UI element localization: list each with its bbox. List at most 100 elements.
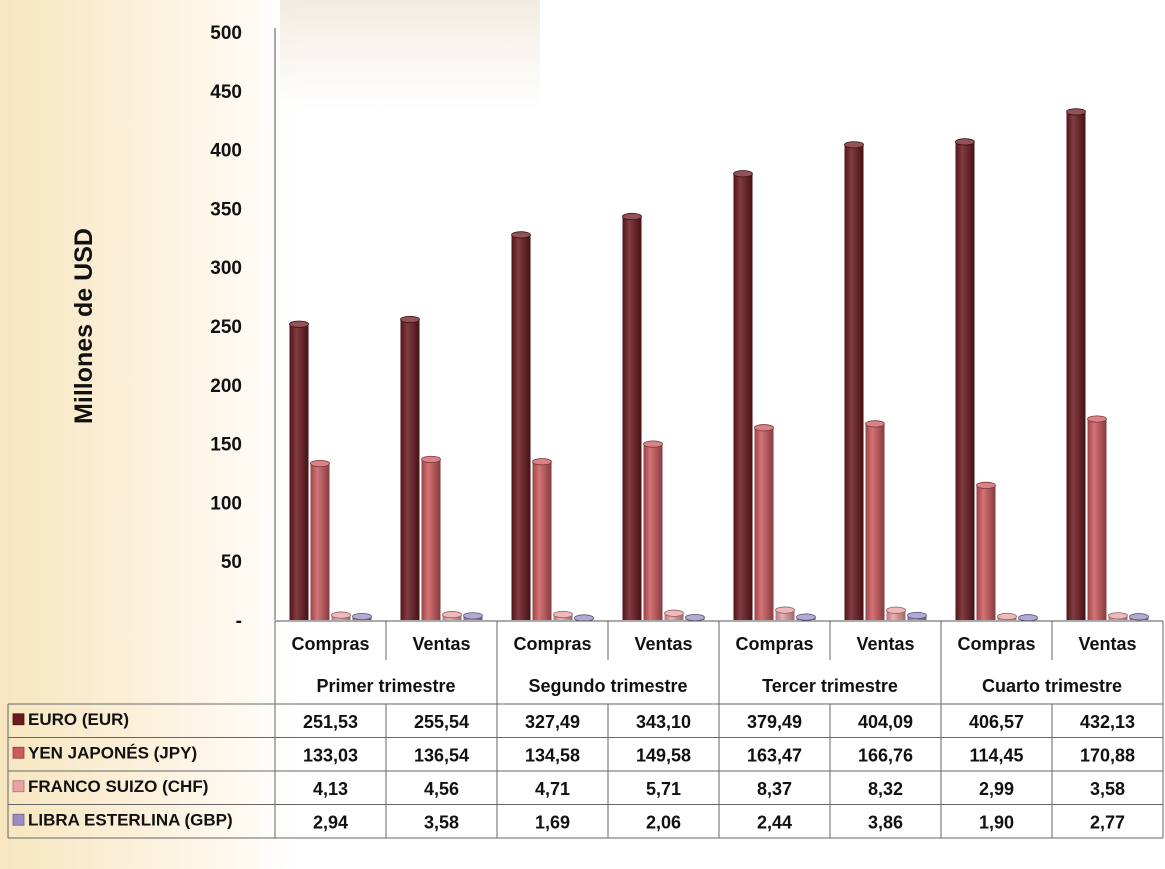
series-name: FRANCO SUIZO (CHF) xyxy=(28,777,208,796)
data-cell: 251,53 xyxy=(303,712,358,732)
bar-top xyxy=(733,170,753,178)
y-tick-label: 300 xyxy=(210,258,242,279)
bar xyxy=(775,610,795,620)
y-tick-label: 500 xyxy=(210,23,242,44)
bar-top xyxy=(1087,415,1107,423)
bar xyxy=(754,427,774,620)
bar-top xyxy=(1129,613,1149,621)
bar xyxy=(622,216,642,620)
bar xyxy=(1087,419,1107,620)
data-cell: 8,32 xyxy=(868,779,903,799)
data-cell: 3,58 xyxy=(1090,779,1125,799)
data-cell: 170,88 xyxy=(1080,745,1135,765)
x-group-label: Tercer trimestre xyxy=(762,676,898,696)
x-category-label: Ventas xyxy=(1078,634,1136,654)
bar-top xyxy=(643,440,663,448)
bar xyxy=(310,463,330,620)
x-category-label: Ventas xyxy=(634,634,692,654)
bar-top xyxy=(442,611,462,619)
y-tick-label: 50 xyxy=(221,552,242,573)
bar xyxy=(289,324,309,620)
x-category-label: Compras xyxy=(957,634,1035,654)
bar xyxy=(1066,111,1086,620)
bar-top xyxy=(907,611,927,620)
x-category-label: Ventas xyxy=(856,634,914,654)
series-name: EURO (EUR) xyxy=(28,710,129,729)
data-cell: 1,90 xyxy=(979,812,1014,832)
background-decoration xyxy=(0,0,300,869)
data-cell: 2,06 xyxy=(646,812,681,832)
bar-top xyxy=(976,481,996,490)
bar xyxy=(865,423,885,620)
y-axis-label: Millones de USD xyxy=(70,228,98,424)
bar-top xyxy=(844,141,864,149)
data-cell: 163,47 xyxy=(747,745,802,765)
bar-top xyxy=(685,613,705,622)
data-cell: 2,99 xyxy=(979,779,1014,799)
x-group-label: Segundo trimestre xyxy=(528,676,687,696)
bar-top xyxy=(865,420,885,428)
data-cell: 3,58 xyxy=(424,812,459,832)
bar-top xyxy=(400,315,420,324)
data-cell: 5,71 xyxy=(646,779,681,799)
bar-top xyxy=(754,424,774,432)
data-cell: 133,03 xyxy=(303,745,358,765)
bar-top xyxy=(1066,108,1086,116)
bar-top xyxy=(574,614,594,622)
bar-top xyxy=(955,138,975,146)
data-cell: 114,45 xyxy=(969,745,1023,765)
data-cell: 8,37 xyxy=(757,779,792,799)
data-cell: 2,44 xyxy=(757,812,792,832)
data-cell: 149,58 xyxy=(636,745,691,765)
bar xyxy=(886,610,906,620)
legend-swatch xyxy=(12,713,25,726)
x-group-label: Cuarto trimestre xyxy=(982,676,1122,696)
data-cell: 4,71 xyxy=(535,779,570,799)
bar-top xyxy=(331,611,351,619)
legend-swatch xyxy=(12,780,25,793)
y-tick-label: - xyxy=(236,611,242,632)
x-group-label: Primer trimestre xyxy=(316,676,455,696)
bar-top xyxy=(352,612,372,621)
y-tick-label: 350 xyxy=(210,199,242,220)
series-name: YEN JAPONÉS (JPY) xyxy=(28,743,197,762)
data-cell: 432,13 xyxy=(1080,712,1135,732)
bar-top xyxy=(421,455,441,464)
y-tick-label: 250 xyxy=(210,317,242,338)
data-cell: 406,57 xyxy=(969,712,1024,732)
x-category-label: Compras xyxy=(291,634,369,654)
data-cell: 166,76 xyxy=(858,745,913,765)
bar xyxy=(955,141,975,621)
bar-top xyxy=(289,320,309,328)
data-cell: 4,13 xyxy=(313,779,348,799)
data-cell: 1,69 xyxy=(535,812,570,832)
background-decoration-top xyxy=(280,0,540,110)
data-cell: 2,77 xyxy=(1090,812,1125,832)
x-category-label: Compras xyxy=(513,634,591,654)
bar xyxy=(844,144,864,620)
bar-top xyxy=(664,609,684,617)
y-tick-label: 150 xyxy=(210,435,242,456)
y-tick-label: 450 xyxy=(210,82,242,103)
data-cell: 2,94 xyxy=(313,812,348,832)
bar-top xyxy=(622,212,642,221)
bar-top xyxy=(1018,614,1038,622)
bar-top xyxy=(775,606,795,614)
bar xyxy=(511,234,531,620)
y-tick-label: 100 xyxy=(210,493,242,514)
bar xyxy=(532,461,552,620)
x-category-label: Ventas xyxy=(412,634,470,654)
data-cell: 3,86 xyxy=(868,812,903,832)
bar-top xyxy=(463,612,483,620)
data-cell: 136,54 xyxy=(414,745,469,765)
legend-swatch xyxy=(12,746,25,759)
bar-top xyxy=(796,613,816,621)
bar-top xyxy=(511,231,531,239)
x-category-label: Compras xyxy=(735,634,813,654)
data-cell: 404,09 xyxy=(858,712,913,732)
data-cell: 379,49 xyxy=(747,712,802,732)
data-cell: 4,56 xyxy=(424,779,459,799)
series-name: LIBRA ESTERLINA (GBP) xyxy=(28,810,233,829)
bar xyxy=(976,485,996,620)
bar xyxy=(733,173,753,620)
